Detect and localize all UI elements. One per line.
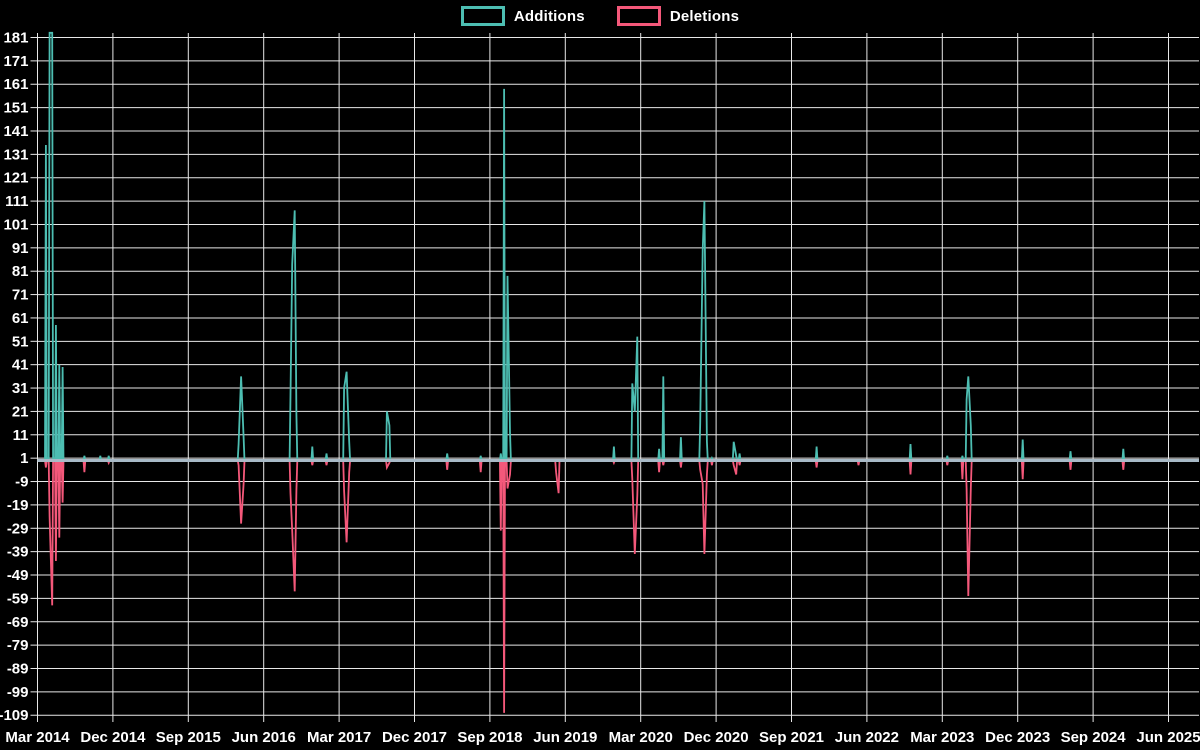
y-tick-label: -39 [7,544,29,561]
y-tick-label: 141 [3,123,28,140]
y-tick-label: 11 [13,427,29,444]
x-tick-label: Sep 2018 [457,729,522,746]
y-tick-label: -79 [7,637,29,654]
y-tick-label: 151 [3,100,28,117]
y-tick-label: -99 [7,684,29,701]
y-tick-label: 171 [3,53,28,70]
deletions-series [37,459,1199,713]
x-tick-label: Sep 2015 [156,729,221,746]
x-tick-label: Sep 2024 [1061,729,1127,746]
y-tick-label: 81 [12,263,29,280]
y-tick-label: 41 [12,357,29,374]
y-tick-label: -59 [7,590,29,607]
chart-legend: Additions Deletions [0,6,1200,26]
y-tick-label: 71 [12,287,29,304]
y-tick-label: -49 [7,567,29,584]
y-tick-label: 1 [20,450,28,467]
x-tick-label: Mar 2023 [910,729,974,746]
x-tick-label: Jun 2019 [533,729,597,746]
y-tick-label: -89 [7,660,29,677]
deletions-swatch-icon [616,6,661,26]
y-tick-label: -29 [7,520,29,537]
x-tick-label: Dec 2020 [684,729,749,746]
x-tick-label: Sep 2021 [759,729,824,746]
y-tick-label: -9 [15,474,28,491]
y-tick-label: 161 [3,76,28,93]
y-tick-label: 31 [12,380,29,397]
y-tick-label: -69 [7,614,29,631]
additions-series [37,31,1199,462]
x-tick-label: Mar 2017 [307,729,371,746]
x-tick-label: Dec 2017 [382,729,447,746]
x-tick-label: Jun 2016 [232,729,296,746]
x-tick-label: Mar 2014 [5,729,70,746]
x-tick-label: Mar 2020 [609,729,673,746]
y-tick-label: -109 [0,707,29,724]
x-tick-label: Jun 2022 [835,729,899,746]
x-tick-label: Dec 2014 [80,729,146,746]
y-tick-label: -19 [7,497,29,514]
additions-swatch-icon [460,6,505,26]
legend-item-additions[interactable]: Additions [460,6,585,26]
x-tick-label: Jun 2025 [1136,729,1200,746]
legend-deletions-label: Deletions [669,7,740,25]
y-tick-label: 61 [12,310,29,327]
x-tick-label: Dec 2023 [985,729,1050,746]
legend-additions-label: Additions [513,7,585,25]
y-tick-label: 21 [12,403,29,420]
y-tick-label: 91 [12,240,29,257]
y-tick-label: 131 [3,146,28,163]
y-tick-label: 121 [3,170,28,187]
y-tick-label: 101 [3,216,28,233]
y-tick-label: 51 [12,333,29,350]
legend-item-deletions[interactable]: Deletions [616,6,740,26]
y-tick-label: 111 [5,193,28,210]
y-tick-label: 181 [3,30,28,47]
